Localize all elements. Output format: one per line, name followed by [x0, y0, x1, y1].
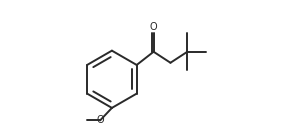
Text: O: O	[96, 115, 104, 125]
Text: O: O	[150, 22, 157, 32]
